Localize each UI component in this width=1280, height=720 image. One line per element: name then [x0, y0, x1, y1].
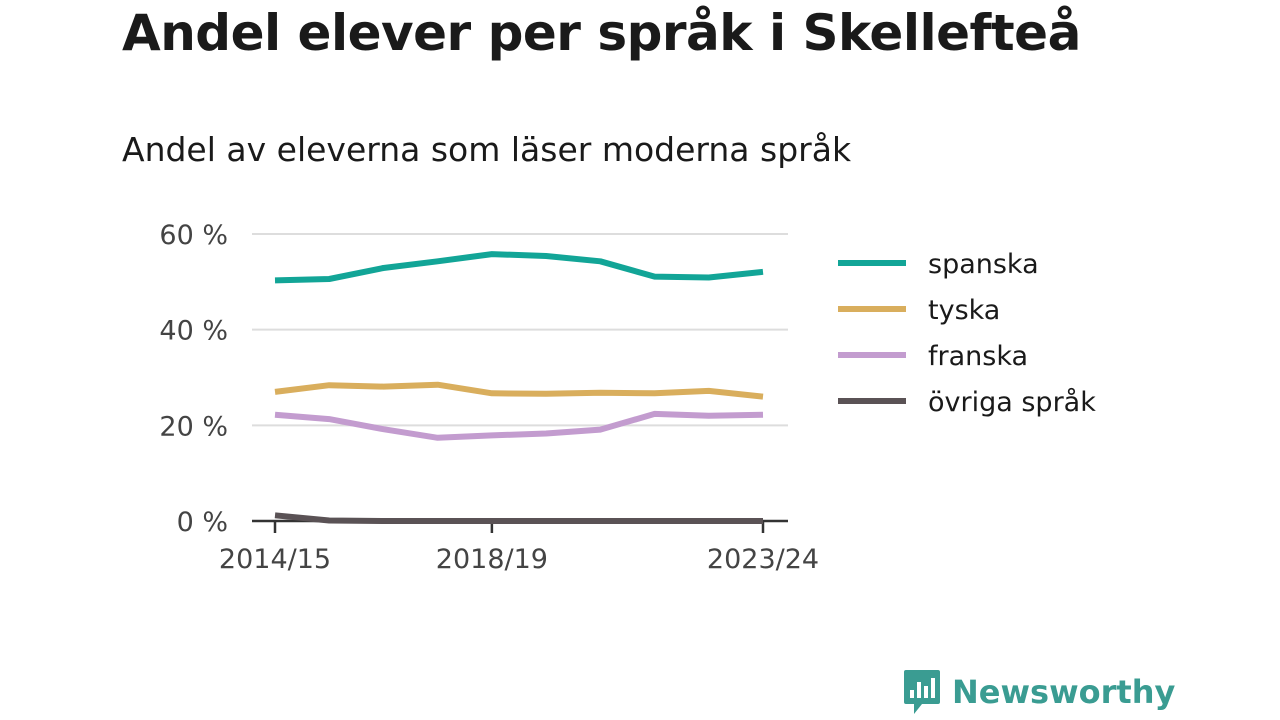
x-tick-label: 2014/15 — [219, 544, 331, 575]
newsworthy-brand: Newsworthy — [902, 668, 1175, 716]
x-tick-labels: 2014/15 2018/19 2023/24 — [219, 544, 819, 575]
y-tick-label: 60 % — [159, 220, 228, 251]
x-tick-label: 2023/24 — [707, 544, 819, 575]
y-tick-label: 40 % — [159, 316, 228, 347]
y-tick-label: 20 % — [159, 411, 228, 442]
series-lines — [274, 251, 764, 524]
series-line-spanska — [274, 251, 764, 284]
y-tick-labels: 0 % 20 % 40 % 60 % — [159, 220, 228, 538]
chart-subtitle: Andel av eleverna som läser moderna språ… — [122, 130, 852, 169]
legend-label: övriga språk — [928, 387, 1096, 418]
legend-label: spanska — [928, 249, 1039, 280]
legend-label: tyska — [928, 295, 1000, 326]
chart-title: Andel elever per språk i Skellefteå — [122, 4, 1081, 62]
newsworthy-logo-icon — [904, 670, 940, 714]
y-tick-label: 0 % — [177, 507, 228, 538]
series-line-övriga-språk — [274, 512, 763, 524]
grid-lines — [252, 233, 788, 427]
series-line-tyska — [274, 381, 764, 400]
legend-label: franska — [928, 341, 1028, 372]
legend: spanska tyska franska övriga språk — [838, 249, 1096, 418]
series-line-franska — [274, 410, 764, 441]
x-tick-label: 2018/19 — [436, 544, 548, 575]
brand-name: Newsworthy — [952, 673, 1176, 711]
